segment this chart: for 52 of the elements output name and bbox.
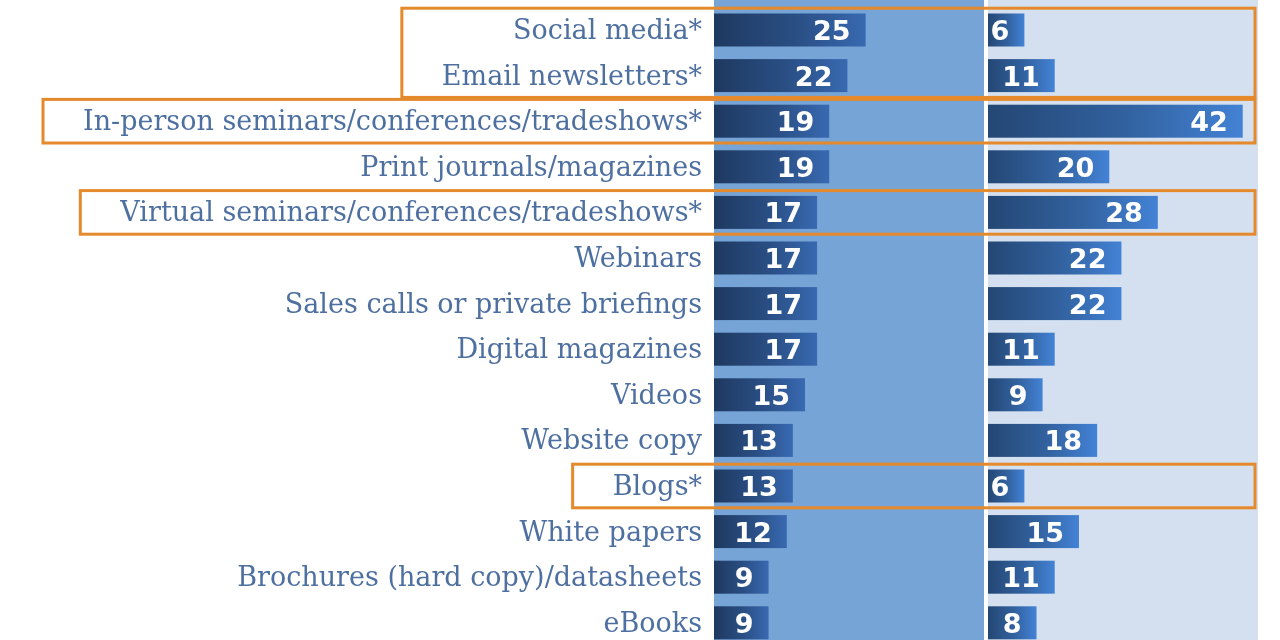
bar (714, 59, 848, 93)
data-label: 20 (1056, 151, 1095, 183)
bar (988, 195, 1158, 229)
y-tick-label: White papers (519, 515, 702, 547)
bar (988, 104, 1243, 138)
bar (988, 241, 1122, 275)
y-tick-label: Webinars (574, 242, 702, 273)
y-tick-label: In-person seminars/conferences/tradeshows* (83, 105, 703, 137)
data-label: 11 (1002, 60, 1040, 92)
data-label: 19 (776, 151, 815, 183)
y-tick-label: Blogs* (612, 470, 703, 501)
data-label: 8 (1002, 607, 1022, 639)
data-label: 9 (734, 607, 754, 639)
y-tick-label: Social media* (513, 14, 703, 45)
data-label: 11 (1002, 334, 1040, 366)
data-label: 11 (1002, 562, 1040, 594)
y-tick-label: Email newsletters* (441, 59, 703, 91)
y-tick-label: Sales calls or private briefings (284, 287, 702, 319)
data-label: 22 (794, 60, 833, 92)
data-label: 17 (764, 334, 803, 366)
y-tick-label: Digital magazines (456, 333, 702, 365)
data-label: 17 (764, 243, 803, 274)
bar (714, 195, 818, 229)
data-label: 22 (1068, 288, 1107, 320)
bar (714, 241, 818, 275)
data-label: 19 (776, 106, 815, 138)
data-label: 13 (740, 425, 778, 457)
data-label: 17 (764, 197, 803, 229)
data-label: 18 (1044, 425, 1083, 457)
data-label: 15 (752, 379, 790, 411)
data-label: 15 (1026, 516, 1064, 548)
data-label: 25 (813, 15, 851, 46)
bar (988, 287, 1122, 321)
data-label: 12 (734, 516, 772, 548)
data-label: 9 (734, 562, 754, 594)
data-label: 6 (990, 15, 1010, 46)
data-label: 28 (1105, 197, 1143, 229)
data-label: 17 (764, 288, 803, 320)
y-tick-label: Virtual seminars/conferences/tradeshows* (119, 196, 703, 228)
y-tick-label: Print journals/magazines (360, 150, 702, 182)
bar (714, 13, 866, 47)
bar (714, 332, 818, 366)
data-label: 9 (1008, 379, 1028, 411)
bar (714, 287, 818, 321)
y-tick-label: Brochures (hard copy)/datasheets (237, 561, 702, 593)
y-tick-label: Website copy (521, 424, 703, 456)
data-label: 42 (1190, 106, 1228, 138)
data-label: 22 (1068, 243, 1107, 274)
y-tick-label: Videos (609, 378, 702, 410)
data-label: 6 (990, 471, 1010, 502)
y-tick-label: eBooks (603, 606, 702, 638)
data-label: 13 (740, 471, 778, 502)
